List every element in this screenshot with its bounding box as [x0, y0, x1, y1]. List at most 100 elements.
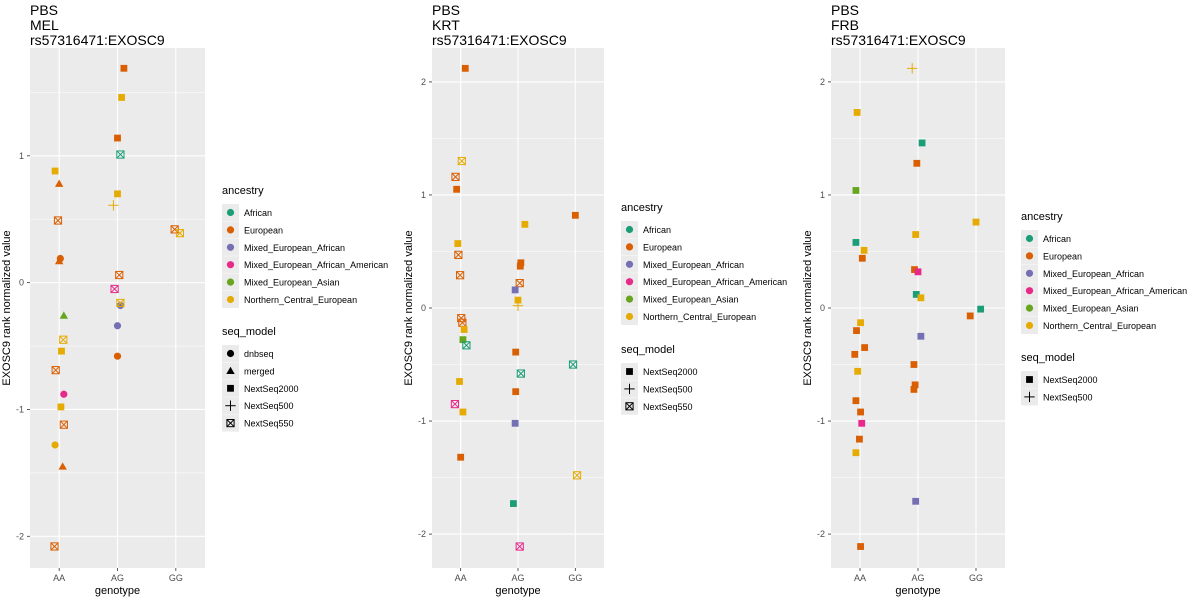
x-tick-label: GG [969, 573, 983, 583]
data-point [457, 156, 466, 166]
y-tick-label: -1 [418, 416, 426, 426]
data-point [914, 268, 922, 276]
legend-title: ancestry [222, 185, 264, 197]
y-tick-label: 0 [820, 303, 825, 313]
legend-label: dnbseq [244, 349, 274, 359]
legend-label: African [643, 225, 671, 235]
data-point [851, 350, 859, 358]
legend-label: Mixed_European_African_American [643, 277, 787, 287]
legend-label: NextSeq2000 [244, 384, 299, 394]
data-point [852, 187, 860, 194]
legend-label: African [1043, 234, 1071, 244]
legend-label: NextSeq500 [244, 401, 294, 411]
data-point [511, 286, 519, 294]
data-point [917, 294, 925, 302]
data-point [113, 352, 122, 360]
data-point [450, 399, 460, 409]
data-point [858, 419, 866, 427]
data-point [860, 246, 868, 254]
legend-seq-model: seq_model NextSeq2000 NextSeq500 NextSeq550 [621, 344, 698, 415]
legend-label: Mixed_European_African_American [1043, 286, 1187, 296]
data-point [572, 471, 582, 480]
x-tick-label: AG [911, 573, 924, 583]
data-point [115, 270, 124, 280]
data-point [116, 298, 125, 308]
data-point [510, 500, 517, 507]
legend-ancestry: ancestry African European Mixed_European_Af… [1021, 211, 1187, 334]
data-point [51, 441, 59, 449]
legend-label: NextSeq550 [244, 419, 294, 429]
legend-label: Northern_Central_European [244, 295, 357, 305]
legend-swatch [1025, 304, 1034, 312]
data-point [857, 319, 864, 327]
x-tick-label: AA [53, 573, 65, 583]
y-tick-label: 1 [19, 151, 24, 161]
y-axis-label: EXOSC9 rank normalized value [403, 230, 415, 385]
legend-label: Mixed_European_African [1043, 269, 1144, 279]
legend-label: European [1043, 251, 1082, 261]
data-point [972, 218, 980, 226]
legend-title: ancestry [1021, 211, 1063, 223]
data-point [912, 497, 920, 505]
y-tick-label: -1 [817, 416, 825, 426]
y-tick-label: 1 [820, 190, 825, 200]
legend-label: NextSeq2000 [643, 367, 698, 377]
legend-label: Mixed_European_African [643, 260, 744, 270]
legend-swatch [625, 260, 634, 268]
data-point [571, 211, 579, 219]
data-point [512, 300, 524, 311]
legend-label: merged [244, 366, 275, 376]
x-tick-label: AA [455, 573, 467, 583]
legend-label: European [643, 242, 682, 252]
y-tick-label: -2 [817, 529, 825, 539]
legend-swatch [227, 384, 234, 392]
legend-swatch [1026, 376, 1033, 383]
legend-label: Mixed_European_Asian [1043, 304, 1139, 314]
data-point [911, 381, 919, 389]
legend-swatch [624, 383, 635, 395]
legend-swatch [1025, 252, 1034, 260]
legend-swatch [625, 295, 634, 303]
data-point [110, 284, 119, 294]
data-point [460, 326, 468, 333]
data-point [59, 335, 68, 344]
legend-swatch [625, 312, 634, 321]
data-point [515, 279, 524, 288]
legend-label: NextSeq550 [643, 402, 693, 412]
data-point [114, 190, 121, 198]
data-point [511, 419, 519, 427]
data-point [53, 216, 63, 225]
y-axis-label: EXOSC9 rank normalized value [802, 230, 814, 385]
legend-swatch [625, 243, 634, 251]
legend-label: Mixed_European_Asian [244, 278, 340, 288]
legend-label: Mixed_European_African_American [244, 260, 388, 270]
data-point [857, 408, 864, 416]
data-point [114, 134, 121, 142]
chart-title-line: FRB [831, 17, 859, 33]
legend-swatch [1025, 321, 1034, 330]
legend-title: seq_model [1021, 352, 1075, 364]
data-point [853, 327, 860, 335]
data-point [861, 344, 869, 351]
x-tick-label: GG [169, 573, 183, 583]
y-tick-label: 2 [820, 77, 825, 87]
data-point [51, 366, 60, 375]
data-point [455, 271, 465, 280]
legend-swatch [226, 243, 235, 251]
data-point [917, 332, 925, 340]
data-point [459, 408, 467, 416]
data-point [912, 291, 920, 298]
legend-swatch [226, 226, 235, 234]
data-point [59, 420, 68, 429]
chart-title-line: PBS [432, 2, 460, 18]
chart-title-line: KRT [432, 17, 460, 33]
legend-label: African [244, 208, 272, 218]
data-point [852, 449, 860, 457]
chart-title-line: PBS [30, 2, 58, 18]
legend-swatch [225, 400, 236, 411]
data-point [462, 341, 471, 350]
data-point [457, 453, 465, 461]
data-point [58, 347, 65, 355]
